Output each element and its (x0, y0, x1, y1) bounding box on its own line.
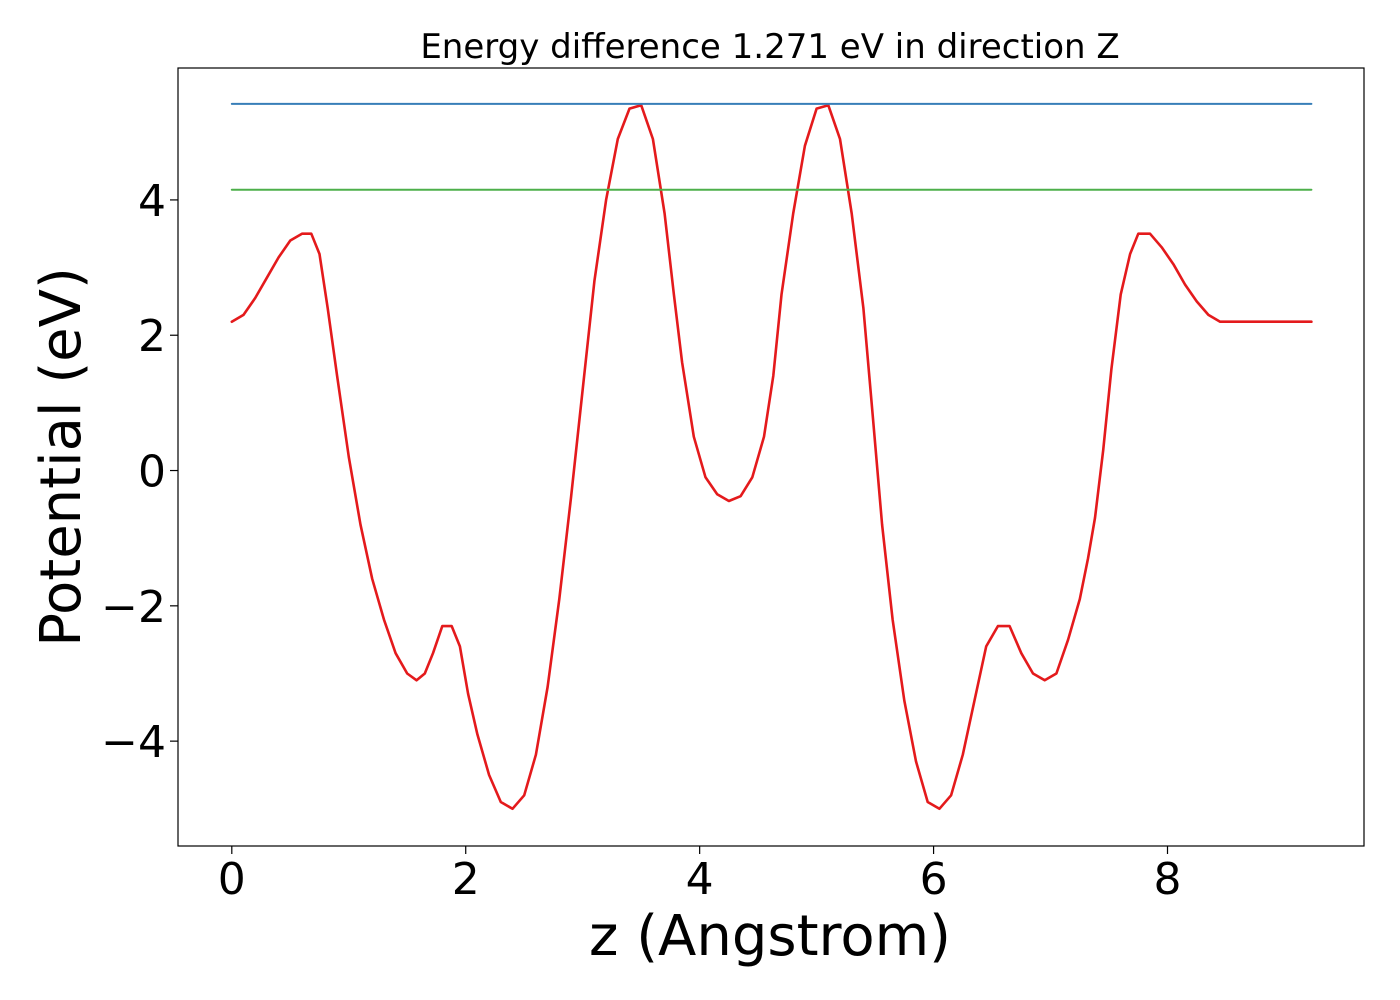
y-axis-ticks: −4 −2 0 2 4 (101, 176, 178, 768)
x-axis-ticks: 0 2 4 6 8 (218, 846, 1182, 905)
y-axis-label: Potential (eV) (29, 267, 94, 647)
x-tick-label: 4 (686, 854, 714, 905)
chart-title: Energy difference 1.271 eV in direction … (420, 27, 1119, 67)
x-tick-label: 8 (1154, 854, 1182, 905)
axes-frame (177, 67, 1365, 847)
y-tick-label: −4 (101, 717, 166, 768)
y-tick-label: −2 (101, 582, 166, 633)
potential-line (230, 103, 1313, 811)
plot-area (230, 102, 1313, 811)
x-tick-label: 0 (218, 854, 246, 905)
y-tick-label: 4 (138, 176, 166, 227)
y-tick-label: 2 (138, 311, 166, 362)
x-tick-label: 6 (920, 854, 948, 905)
y-tick-label: 0 (138, 447, 166, 498)
x-tick-label: 2 (452, 854, 480, 905)
x-axis-label: z (Angstrom) (589, 904, 951, 969)
